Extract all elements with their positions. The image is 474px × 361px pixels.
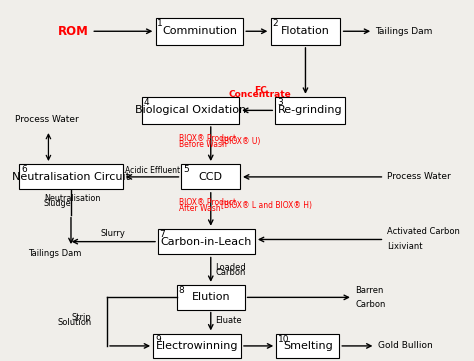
Text: Process Water: Process Water xyxy=(15,115,78,124)
FancyBboxPatch shape xyxy=(182,164,240,190)
Text: [BIOX® U): [BIOX® U) xyxy=(221,137,261,146)
Text: 6: 6 xyxy=(21,165,27,174)
Text: 1: 1 xyxy=(157,19,163,28)
Text: BIOX® Product: BIOX® Product xyxy=(179,199,237,208)
Text: Tailings Dam: Tailings Dam xyxy=(375,27,433,36)
Text: 9: 9 xyxy=(155,335,161,344)
Text: BIOX® Product: BIOX® Product xyxy=(179,134,237,143)
FancyBboxPatch shape xyxy=(177,285,245,310)
Text: Eluate: Eluate xyxy=(215,316,242,325)
FancyBboxPatch shape xyxy=(275,97,345,124)
Text: 8: 8 xyxy=(179,286,184,295)
Text: 4: 4 xyxy=(144,98,149,107)
Text: FC: FC xyxy=(254,86,267,95)
FancyBboxPatch shape xyxy=(19,164,123,190)
Text: 10: 10 xyxy=(278,335,290,344)
Text: Neutralisation: Neutralisation xyxy=(44,194,100,203)
Text: Carbon: Carbon xyxy=(215,269,246,277)
FancyBboxPatch shape xyxy=(153,334,241,358)
Text: 7: 7 xyxy=(160,230,165,239)
Text: Activated Carbon: Activated Carbon xyxy=(387,227,459,236)
Text: 5: 5 xyxy=(183,165,189,174)
Text: Biological Oxidation: Biological Oxidation xyxy=(135,105,246,116)
Text: 2: 2 xyxy=(273,19,278,28)
Text: Smelting: Smelting xyxy=(283,341,333,351)
FancyBboxPatch shape xyxy=(271,18,340,45)
Text: Acidic Effluent: Acidic Effluent xyxy=(125,166,180,175)
Text: Lixiviant: Lixiviant xyxy=(387,242,422,251)
Text: Gold Bullion: Gold Bullion xyxy=(378,342,432,351)
Text: ROM: ROM xyxy=(58,25,89,38)
Text: Strip: Strip xyxy=(72,313,91,322)
Text: Carbon-in-Leach: Carbon-in-Leach xyxy=(161,236,252,247)
FancyBboxPatch shape xyxy=(142,97,239,124)
Text: Before Wash: Before Wash xyxy=(179,139,227,148)
FancyBboxPatch shape xyxy=(276,334,339,358)
FancyBboxPatch shape xyxy=(155,18,244,45)
Text: Comminution: Comminution xyxy=(162,26,237,36)
Text: Barren: Barren xyxy=(355,286,383,295)
Text: Elution: Elution xyxy=(191,292,230,303)
Text: 3: 3 xyxy=(277,98,283,107)
Text: After Wash: After Wash xyxy=(179,204,221,213)
Text: Process Water: Process Water xyxy=(387,173,450,182)
Text: Tailings Dam: Tailings Dam xyxy=(28,249,82,258)
Text: Concentrate: Concentrate xyxy=(229,90,292,99)
Text: CCD: CCD xyxy=(199,172,223,182)
FancyBboxPatch shape xyxy=(158,229,255,254)
Text: Carbon: Carbon xyxy=(355,300,385,309)
Text: [BIOX® L and BIOX® H): [BIOX® L and BIOX® H) xyxy=(221,201,312,210)
Text: Electrowinning: Electrowinning xyxy=(156,341,238,351)
Text: Re-grinding: Re-grinding xyxy=(278,105,342,116)
Text: Solution: Solution xyxy=(57,318,91,327)
Text: Sludge: Sludge xyxy=(44,199,72,208)
Text: Loaded: Loaded xyxy=(215,263,246,272)
Text: Slurry: Slurry xyxy=(101,229,126,238)
Text: Neutralisation Circuit: Neutralisation Circuit xyxy=(12,172,130,182)
Text: Flotation: Flotation xyxy=(281,26,330,36)
